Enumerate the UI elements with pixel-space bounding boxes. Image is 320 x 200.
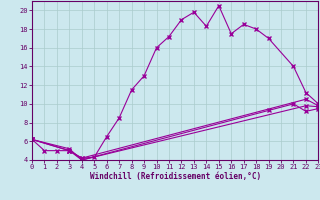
X-axis label: Windchill (Refroidissement éolien,°C): Windchill (Refroidissement éolien,°C) [90, 172, 261, 181]
